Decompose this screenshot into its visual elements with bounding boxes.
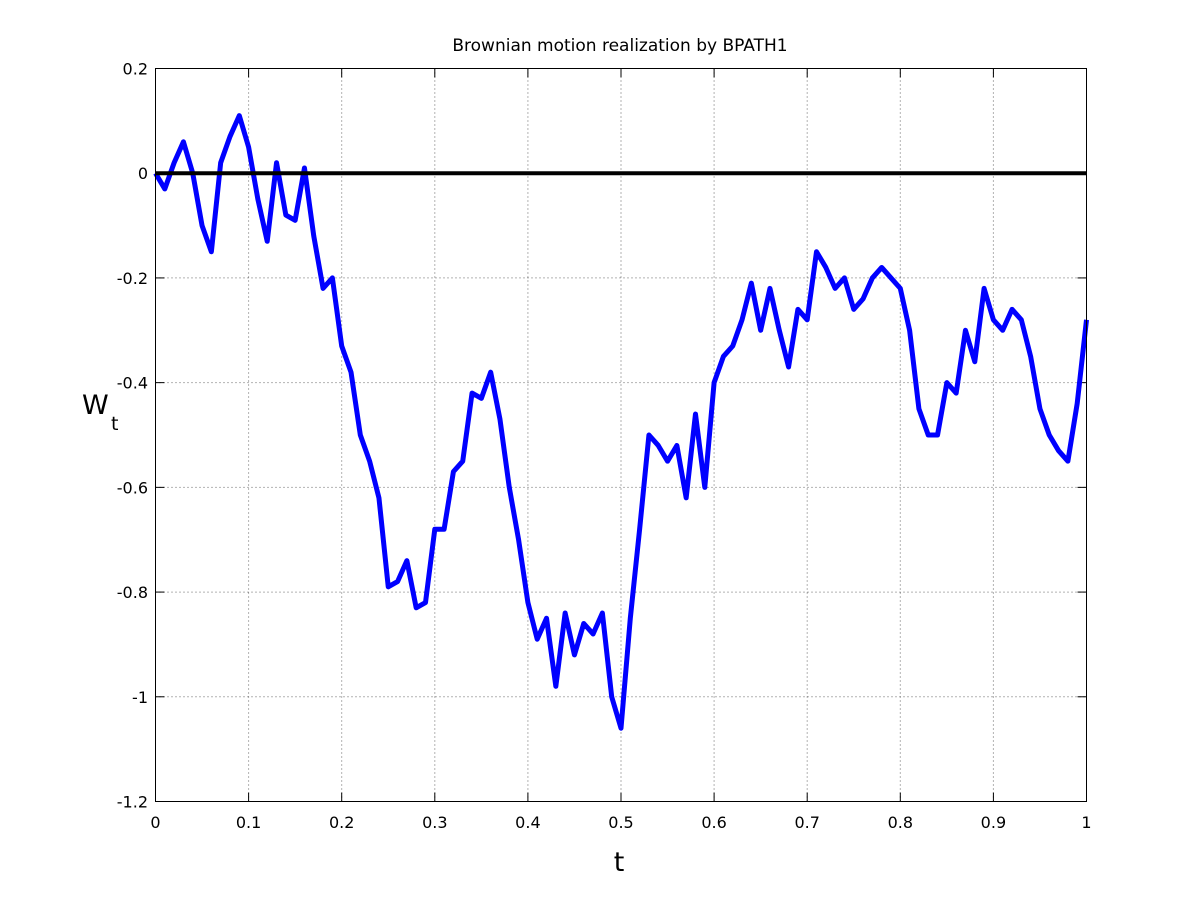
y-axis-label: W	[82, 390, 109, 421]
x-tick-label: 1	[1081, 813, 1091, 832]
axes-frame	[155, 68, 1087, 802]
y-tick-label: 0.2	[123, 60, 148, 79]
x-tick-label: 0.1	[236, 813, 261, 832]
y-tick-label: -1.2	[117, 793, 148, 812]
x-tick-label: 0.6	[701, 813, 726, 832]
x-tick-label: 0.9	[981, 813, 1006, 832]
x-tick-label: 0.3	[422, 813, 447, 832]
y-tick-label: -0.2	[117, 269, 148, 288]
plot-area: 0 0.1 0.2 0.3 0.4 0.5 0.6 0.7 0.8 0.9 1 -1.2 -1 -0.8 -…	[117, 60, 1092, 833]
y-tick-label: 0	[138, 164, 148, 183]
x-tick-label: 0.5	[608, 813, 633, 832]
x-tick-label: 0.7	[794, 813, 819, 832]
y-tick-label: -1	[132, 688, 148, 707]
data-line	[153, 113, 1089, 731]
x-tick-label: 0	[150, 813, 160, 832]
chart-title: Brownian motion realization by BPATH1	[452, 36, 787, 56]
x-tick-label: 0.2	[329, 813, 354, 832]
x-tick-label: 0.8	[888, 813, 913, 832]
x-tick-label: 0.4	[515, 813, 540, 832]
y-axis-label-subscript: t	[111, 413, 118, 435]
y-tick-label: -0.8	[117, 583, 148, 602]
x-axis-label: t	[614, 847, 625, 878]
y-tick-label: -0.4	[117, 374, 148, 393]
y-tick-label: -0.6	[117, 478, 148, 497]
